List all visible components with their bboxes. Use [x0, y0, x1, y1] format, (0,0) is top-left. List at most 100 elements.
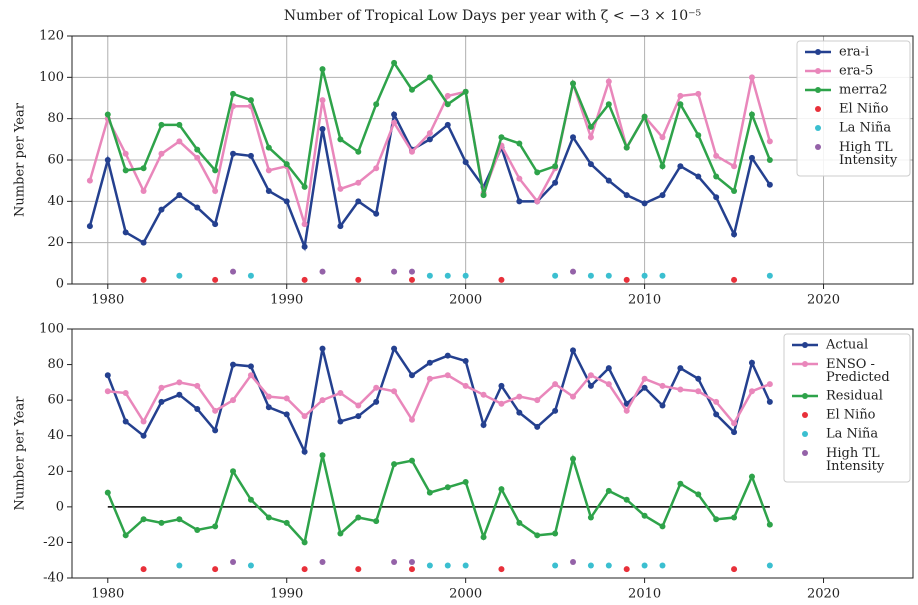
point [355, 148, 362, 155]
point [748, 359, 755, 366]
point [480, 192, 487, 199]
point [766, 381, 773, 388]
point [462, 478, 469, 485]
point [283, 395, 290, 402]
legend-label: La Niña [839, 121, 891, 136]
point [212, 167, 219, 174]
point [534, 198, 541, 205]
point [355, 276, 362, 283]
point [534, 532, 541, 539]
point [731, 231, 738, 238]
point [319, 268, 326, 275]
point [337, 136, 344, 143]
point [587, 562, 594, 569]
point [766, 272, 773, 279]
point [337, 530, 344, 537]
point [713, 398, 720, 405]
point [552, 163, 559, 170]
y-axis-label: Number per Year [13, 102, 28, 217]
point [713, 516, 720, 523]
point [408, 86, 415, 93]
point [373, 165, 380, 172]
series-line [106, 60, 772, 196]
chart-title: Number of Tropical Low Days per year wit… [284, 8, 702, 24]
point [337, 223, 344, 230]
point [301, 221, 308, 228]
point [122, 167, 129, 174]
legend-label: High TL Intensity [826, 446, 885, 474]
point [158, 121, 165, 128]
point [426, 136, 433, 143]
point [408, 416, 415, 423]
point [641, 512, 648, 519]
legend-marker [815, 49, 821, 55]
point [731, 514, 738, 521]
point [391, 558, 398, 565]
point [677, 92, 684, 99]
point [731, 429, 738, 436]
point [766, 181, 773, 188]
point [748, 154, 755, 161]
point [337, 418, 344, 425]
point [534, 397, 541, 404]
point [587, 514, 594, 521]
point [570, 134, 577, 141]
point [516, 393, 523, 400]
point [391, 268, 398, 275]
point [408, 558, 415, 565]
point [695, 388, 702, 395]
legend-label: ENSO -Predicted [826, 357, 890, 385]
point [158, 384, 165, 391]
point [426, 489, 433, 496]
x-tick-label: 2020 [807, 293, 840, 308]
point [587, 382, 594, 389]
point [444, 101, 451, 108]
legend-label: era-5 [839, 64, 873, 79]
point [158, 398, 165, 405]
point [731, 566, 738, 573]
point [212, 566, 219, 573]
point [677, 386, 684, 393]
point [731, 420, 738, 427]
point [391, 388, 398, 395]
legend-box [783, 333, 911, 483]
point [444, 121, 451, 128]
point [194, 526, 201, 533]
point [176, 121, 183, 128]
point [408, 268, 415, 275]
point [731, 188, 738, 194]
point [695, 173, 702, 180]
point [766, 562, 773, 569]
point [194, 204, 201, 211]
point [122, 390, 129, 397]
legend-marker [815, 68, 821, 74]
legend-marker [815, 144, 821, 150]
point [176, 391, 183, 398]
point [158, 150, 165, 157]
y-tick-label: 120 [39, 29, 64, 44]
point [104, 388, 111, 395]
point [426, 74, 433, 81]
point [337, 390, 344, 397]
point [230, 150, 237, 157]
point [158, 206, 165, 213]
point [122, 532, 129, 539]
point [695, 491, 702, 498]
point [391, 119, 398, 126]
point [695, 132, 702, 139]
legend-marker [802, 450, 808, 456]
y-tick-label: 20 [47, 464, 64, 479]
point [659, 402, 666, 409]
point [570, 268, 577, 275]
point [462, 88, 469, 95]
point [748, 111, 755, 118]
point [104, 489, 111, 496]
point [283, 519, 290, 526]
point [748, 388, 755, 395]
point [301, 413, 308, 420]
point [301, 566, 308, 573]
point [247, 97, 254, 104]
point [570, 80, 577, 87]
